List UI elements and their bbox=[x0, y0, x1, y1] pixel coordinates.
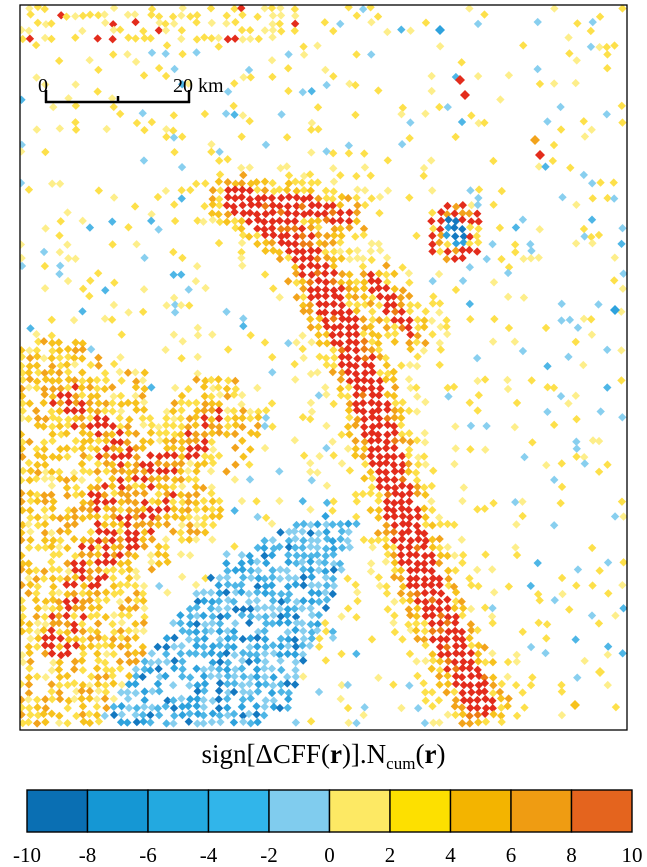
colorbar-tick-label: -10 bbox=[13, 843, 41, 867]
colorbar: -10 -8 -6 -4 -2 0 2 4 6 8 10 bbox=[13, 789, 643, 867]
colorbar-tick-label: -4 bbox=[200, 843, 218, 867]
colorbar-bin-5 bbox=[328, 789, 391, 833]
colorbar-title-delta: ΔCFF( bbox=[255, 739, 330, 769]
colorbar-tick-label: 8 bbox=[566, 843, 577, 867]
colorbar-tick-label: 10 bbox=[622, 843, 643, 867]
colorbar-bin-4 bbox=[268, 789, 331, 833]
colorbar-title-mid: )].N bbox=[341, 739, 387, 769]
colorbar-title-r1: r bbox=[329, 739, 342, 769]
scale-bar-end-label: 20 km bbox=[173, 75, 224, 97]
colorbar-bin-0 bbox=[26, 789, 89, 833]
colorbar-tick-label: -8 bbox=[79, 843, 97, 867]
colorbar-tick-label: 0 bbox=[324, 843, 335, 867]
colorbar-tick-label: 6 bbox=[506, 843, 517, 867]
colorbar-title-close: ) bbox=[436, 739, 446, 769]
colorbar-tick-label: -2 bbox=[260, 843, 278, 867]
map-cells bbox=[20, 5, 627, 728]
colorbar-bin-3 bbox=[207, 789, 270, 833]
map-frame bbox=[19, 4, 628, 731]
colorbar-tick-label: 4 bbox=[445, 843, 456, 867]
colorbar-bin-7 bbox=[449, 789, 512, 833]
colorbar-tick-labels: -10 -8 -6 -4 -2 0 2 4 6 8 10 bbox=[13, 843, 643, 867]
colorbar-bin-6 bbox=[389, 789, 452, 833]
colorbar-title: sign[ΔCFF(r)].Ncum(r) bbox=[0, 738, 647, 773]
scale-bar: 0 20 km bbox=[38, 75, 224, 104]
scale-bar-start-label: 0 bbox=[38, 75, 48, 97]
seismicity-map: 0 20 km bbox=[19, 4, 628, 731]
colorbar-bin-1 bbox=[86, 789, 149, 833]
colorbar-bin-8 bbox=[510, 789, 573, 833]
colorbar-boxes bbox=[26, 789, 633, 833]
colorbar-tick-label: -6 bbox=[139, 843, 157, 867]
colorbar-title-sub: cum bbox=[386, 754, 416, 773]
colorbar-title-r2: r bbox=[424, 739, 437, 769]
colorbar-bin-9 bbox=[570, 789, 633, 833]
colorbar-bin-2 bbox=[147, 789, 210, 833]
colorbar-tick-label: 2 bbox=[385, 843, 396, 867]
colorbar-title-prefix: sign[ bbox=[201, 739, 256, 769]
colorbar-title-open: ( bbox=[415, 739, 425, 769]
